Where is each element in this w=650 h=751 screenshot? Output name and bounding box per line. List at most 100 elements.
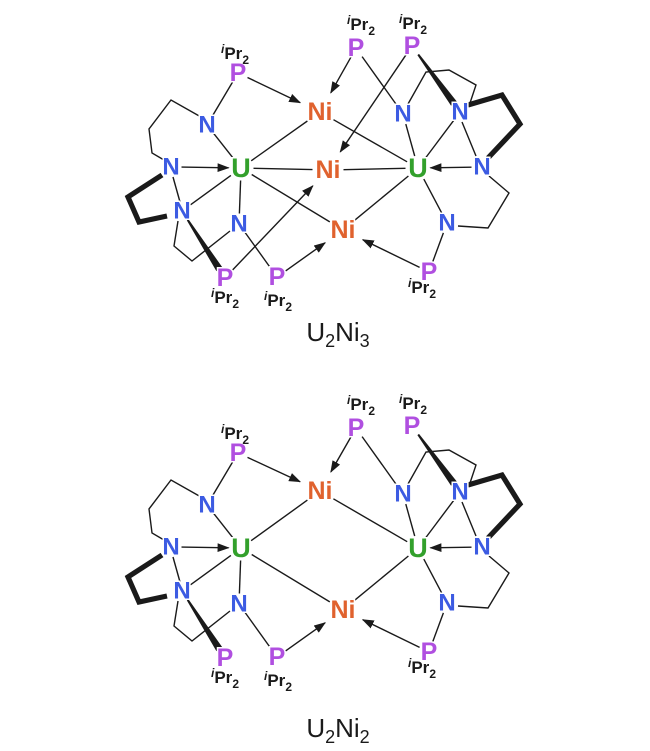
- dative-bond-arrow: [361, 239, 420, 269]
- bond: [211, 461, 234, 497]
- ligand-chain: [407, 69, 477, 105]
- ipr2-label: iPr2: [221, 422, 249, 447]
- caption-u2ni2: U2Ni2: [306, 713, 369, 747]
- dative-bond-arrow: [231, 185, 314, 271]
- dative-bond-arrow: [247, 76, 302, 104]
- bond: [250, 120, 308, 162]
- atom-label-P-Pfar: P: [421, 638, 438, 666]
- atom-label-N-Nbot: N: [230, 211, 247, 238]
- dative-bond-arrow: [285, 622, 326, 652]
- bond: [424, 499, 455, 539]
- dative-bond-arrow: [339, 54, 407, 153]
- bond: [251, 173, 331, 223]
- bond: [343, 167, 406, 171]
- dative-bond-arrow: [285, 242, 326, 272]
- wedge-bond: [186, 219, 223, 272]
- bond: [354, 555, 409, 601]
- ligand-chain: [148, 99, 202, 161]
- ligand-chain: [407, 449, 477, 485]
- ipr2-label: iPr2: [221, 42, 249, 67]
- atom-label-P-Pmid: P: [269, 643, 286, 671]
- ligand-chain: [461, 501, 477, 537]
- atom-label-N-Ntl: N: [394, 481, 411, 508]
- atom-label-N-Nleft: N: [162, 534, 179, 561]
- ligand-chain: [172, 176, 181, 203]
- atom-label-P-Pmid: P: [269, 263, 286, 291]
- atom-label-U-U1: U: [231, 533, 251, 563]
- bond: [424, 119, 455, 159]
- ipr2-label: iPr2: [347, 13, 375, 38]
- atom-label-N-Nbot: N: [230, 591, 247, 618]
- wedge-bond: [186, 599, 223, 652]
- bond: [190, 174, 232, 206]
- ligand-chain: [148, 479, 202, 541]
- dative-bond-arrow: [361, 619, 420, 649]
- atom-label-P-P3: P: [404, 412, 421, 440]
- atom-label-P-Pfar: P: [421, 258, 438, 286]
- atom-label-P-P2: P: [348, 34, 365, 62]
- bond: [244, 612, 272, 649]
- dative-bond-arrow: [181, 543, 230, 553]
- dative-bond-arrow: [181, 163, 230, 173]
- wedge-bond: [417, 433, 457, 486]
- atom-label-Ni-NiB: Ni: [331, 596, 356, 624]
- ipr2-label: iPr2: [211, 666, 239, 691]
- bond: [361, 56, 398, 106]
- bond: [333, 119, 408, 163]
- atom-label-Ni-NiB: Ni: [331, 216, 356, 244]
- bond: [190, 554, 232, 586]
- atom-label-P-Pleft: P: [217, 264, 234, 292]
- bold-ligand-bridge: [467, 471, 524, 540]
- bond: [244, 232, 272, 269]
- bond: [423, 558, 443, 595]
- ipr2-label: iPr2: [264, 669, 292, 694]
- atom-label-N-Nmid: N: [173, 578, 190, 605]
- bond: [333, 498, 408, 543]
- bond: [212, 132, 234, 159]
- caption-u2ni3: U2Ni3: [306, 317, 369, 351]
- ipr2-label: iPr2: [347, 393, 375, 418]
- ipr2-label: iPr2: [399, 12, 427, 37]
- ipr2-label: iPr2: [264, 289, 292, 314]
- atom-label-Ni-NiT: Ni: [308, 98, 333, 126]
- atom-label-N-Ntr: N: [451, 479, 468, 506]
- atom-label-P-P3: P: [404, 32, 421, 60]
- atom-label-N-Ntr: N: [451, 99, 468, 126]
- atom-label-N-Ntop: N: [198, 112, 215, 139]
- bond: [423, 178, 443, 215]
- atom-label-N-Nr: N: [473, 154, 490, 181]
- atom-label-N-Nleft: N: [162, 154, 179, 181]
- ligand-chain: [457, 555, 510, 609]
- bond: [361, 436, 398, 486]
- atom-label-P-Pleft: P: [217, 644, 234, 672]
- atom-label-U-U2: U: [408, 153, 428, 183]
- bond: [238, 180, 242, 214]
- dative-bond-arrow: [330, 436, 352, 473]
- bond: [431, 232, 445, 263]
- dative-bond-arrow: [247, 456, 301, 483]
- bond: [405, 503, 416, 537]
- bond: [212, 512, 234, 539]
- wedge-bond: [417, 53, 457, 106]
- atom-label-N-Nmid: N: [173, 198, 190, 225]
- ipr2-label: iPr2: [211, 286, 239, 311]
- atom-label-U-U1: U: [231, 153, 251, 183]
- bold-ligand-bridge: [467, 91, 524, 160]
- bond: [354, 175, 409, 221]
- bold-ligand-bridge: [124, 172, 168, 225]
- bond: [238, 560, 242, 594]
- bold-ligand-bridge: [124, 552, 168, 605]
- dative-bond-arrow: [330, 56, 352, 94]
- bond: [405, 123, 416, 157]
- atom-label-P-P1: P: [230, 59, 247, 87]
- ipr2-label: iPr2: [399, 392, 427, 417]
- ipr2-label: iPr2: [408, 276, 436, 301]
- atom-label-U-U2: U: [408, 533, 428, 563]
- ipr2-label: iPr2: [408, 656, 436, 681]
- ligand-chain: [461, 121, 477, 157]
